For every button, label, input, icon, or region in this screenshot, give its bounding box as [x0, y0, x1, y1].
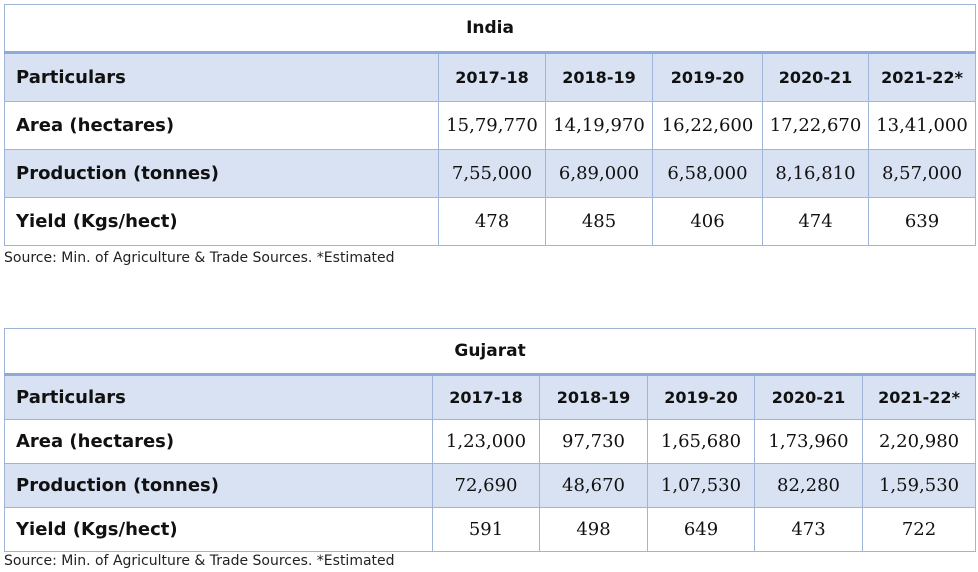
row-label: Yield (Kgs/hect): [4, 197, 439, 246]
table-cell: 7,55,000: [438, 149, 546, 198]
table-cell: 473: [754, 507, 863, 552]
table-cell: 1,23,000: [432, 419, 540, 464]
table-cell: 639: [867, 197, 977, 246]
row-label: Production (tonnes): [4, 149, 439, 198]
column-header: 2018-19: [539, 374, 648, 420]
gujarat-table: Gujarat Particulars 2017-18 2018-19 2019…: [3, 328, 977, 552]
india-table: India Particulars 2017-18 2018-19 2019-2…: [3, 4, 977, 246]
table-cell: 498: [539, 507, 648, 552]
table-cell: 16,22,600: [652, 101, 763, 150]
table-cell: 97,730: [539, 419, 648, 464]
table-cell: 82,280: [754, 463, 863, 508]
table-cell: 14,19,970: [545, 101, 653, 150]
table-row: Yield (Kgs/hect) 591 498 649 473 722: [4, 507, 977, 552]
table-cell: 17,22,670: [762, 101, 869, 150]
table-cell: 72,690: [432, 463, 540, 508]
table-cell: 1,65,680: [647, 419, 755, 464]
column-header: 2021-22*: [867, 52, 977, 102]
table-cell: 591: [432, 507, 540, 552]
table-cell: 6,58,000: [652, 149, 763, 198]
column-header: 2019-20: [652, 52, 763, 102]
header-row: Particulars 2017-18 2018-19 2019-20 2020…: [4, 374, 977, 420]
table-cell: 13,41,000: [867, 101, 977, 150]
column-header: 2017-18: [432, 374, 540, 420]
source-note: Source: Min. of Agriculture & Trade Sour…: [4, 553, 395, 569]
column-header: 2018-19: [545, 52, 653, 102]
table-row: Production (tonnes) 72,690 48,670 1,07,5…: [4, 463, 977, 508]
table-cell: 406: [652, 197, 763, 246]
table-title: India: [3, 4, 977, 54]
column-header: Particulars: [4, 374, 433, 420]
table-cell: 15,79,770: [438, 101, 546, 150]
table-cell: 485: [545, 197, 653, 246]
column-header: 2021-22*: [861, 374, 977, 420]
table-cell: 474: [762, 197, 869, 246]
table-cell: 478: [438, 197, 546, 246]
table-cell: 1,73,960: [754, 419, 863, 464]
row-label: Yield (Kgs/hect): [4, 507, 433, 552]
table-cell: 722: [861, 507, 977, 552]
column-header: 2019-20: [647, 374, 755, 420]
table-cell: 649: [647, 507, 755, 552]
table-cell: 48,670: [539, 463, 648, 508]
table-title: Gujarat: [3, 328, 977, 376]
row-label: Production (tonnes): [4, 463, 433, 508]
table-cell: 8,16,810: [762, 149, 869, 198]
table-row: Production (tonnes) 7,55,000 6,89,000 6,…: [4, 149, 977, 198]
row-label: Area (hectares): [4, 419, 433, 464]
column-header: 2020-21: [754, 374, 863, 420]
table-cell: 6,89,000: [545, 149, 653, 198]
table-row: Yield (Kgs/hect) 478 485 406 474 639: [4, 197, 977, 246]
table-cell: 1,07,530: [647, 463, 755, 508]
header-row: Particulars 2017-18 2018-19 2019-20 2020…: [4, 52, 977, 102]
table-row: Area (hectares) 1,23,000 97,730 1,65,680…: [4, 419, 977, 464]
table-cell: 2,20,980: [861, 419, 977, 464]
table-cell: 1,59,530: [861, 463, 977, 508]
source-note: Source: Min. of Agriculture & Trade Sour…: [4, 250, 395, 266]
row-label: Area (hectares): [4, 101, 439, 150]
table-row: Area (hectares) 15,79,770 14,19,970 16,2…: [4, 101, 977, 150]
table-cell: 8,57,000: [867, 149, 977, 198]
column-header: Particulars: [4, 52, 439, 102]
column-header: 2020-21: [762, 52, 869, 102]
column-header: 2017-18: [438, 52, 546, 102]
